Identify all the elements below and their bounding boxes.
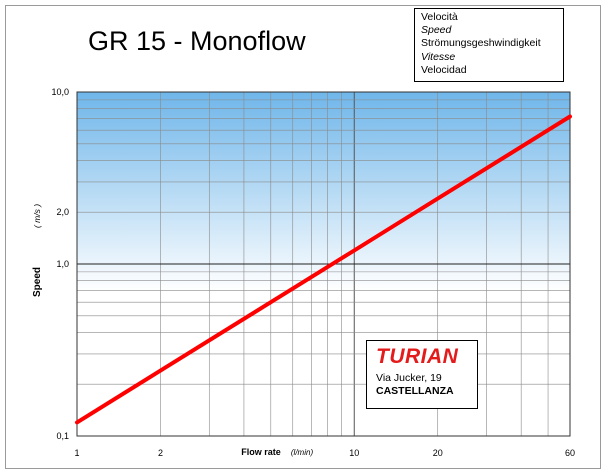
- y-axis-unit: ( m/s ): [32, 204, 42, 228]
- speed-series-line: [75, 114, 572, 425]
- chart-title: GR 15 - Monoflow: [88, 26, 306, 56]
- plot-background: [77, 92, 570, 292]
- y-tick-label: 0,1: [56, 431, 69, 441]
- legend-line-es: Velocidad: [421, 63, 467, 76]
- legend-box: Velocità Speed Strömungsgeshwindigkeit V…: [414, 8, 564, 82]
- company-logo-box: TURIAN Via Jucker, 19 CASTELLANZA: [366, 340, 478, 409]
- company-street: Via Jucker, 19: [376, 372, 442, 384]
- tick-labels: 1 2 10 20 60 0,1 1,0 2,0 10,0: [51, 87, 575, 458]
- legend-line-fr: Vitesse: [421, 50, 456, 63]
- x-axis-label: Flow rate: [241, 447, 281, 457]
- x-tick-label: 1: [74, 448, 79, 458]
- grid-lines: [77, 92, 570, 436]
- plot-border: [76, 91, 571, 437]
- y-tick-label: 2,0: [56, 207, 69, 217]
- x-tick-label: 2: [158, 448, 163, 458]
- legend-line-de: Strömungsgeshwindigkeit: [421, 37, 541, 50]
- x-tick-label: 10: [349, 448, 359, 458]
- x-tick-label: 20: [433, 448, 443, 458]
- y-tick-label: 1,0: [56, 259, 69, 269]
- x-axis-unit: (l/min): [291, 448, 314, 457]
- y-axis-label: Speed: [32, 267, 43, 297]
- brand-logo: TURIAN: [376, 345, 459, 368]
- series-group: [75, 114, 572, 425]
- y-tick-label: 10,0: [51, 87, 69, 97]
- x-tick-label: 60: [565, 448, 575, 458]
- legend-line-it: Velocità: [421, 11, 458, 23]
- company-city: CASTELLANZA: [376, 385, 454, 397]
- legend-line-en: Speed: [421, 24, 452, 37]
